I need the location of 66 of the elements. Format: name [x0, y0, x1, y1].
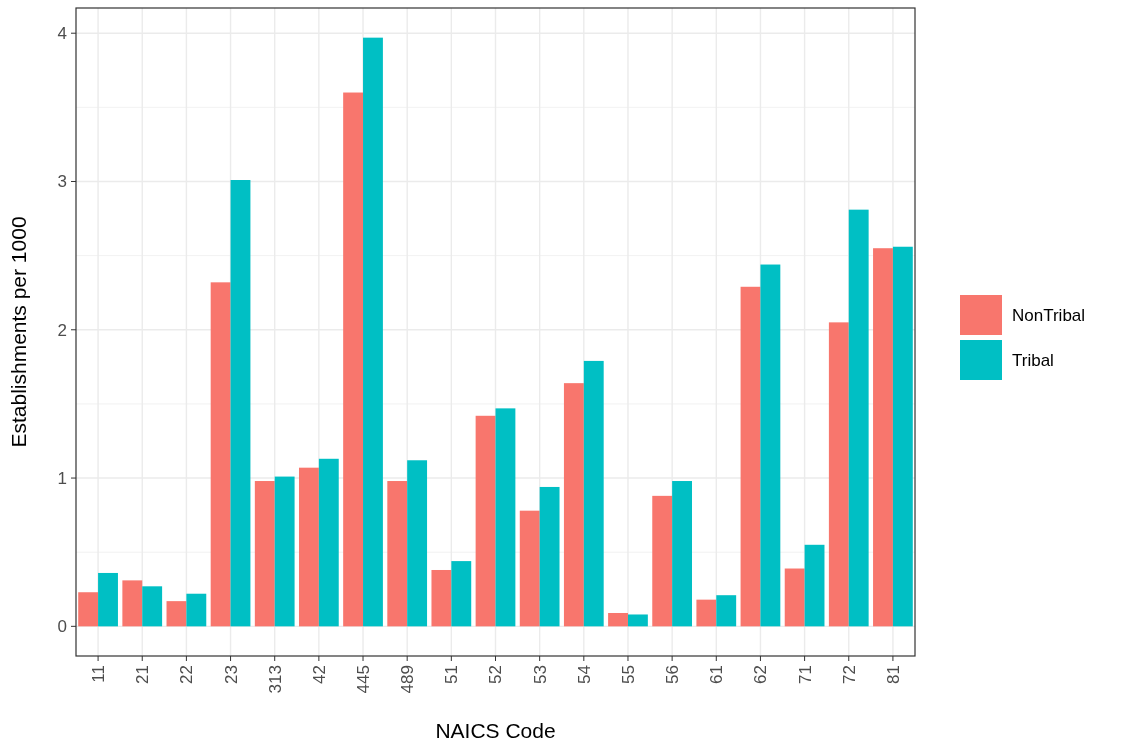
bar [142, 586, 163, 627]
x-tick-label: 21 [133, 665, 153, 684]
bar [254, 481, 275, 627]
bar [343, 92, 364, 627]
x-tick-label: 11 [89, 665, 109, 683]
bar [387, 481, 408, 627]
legend-label: NonTribal [1012, 305, 1086, 325]
y-tick-label: 3 [57, 172, 67, 192]
bar [784, 568, 805, 627]
bar [696, 599, 717, 627]
bar [583, 360, 604, 627]
y-tick-label: 4 [57, 24, 67, 44]
bar [608, 613, 628, 627]
x-axis-title: NAICS Code [435, 719, 556, 742]
x-tick-label: 53 [530, 665, 550, 684]
bar [740, 286, 761, 627]
bar [828, 322, 849, 627]
y-tick-label: 1 [57, 469, 67, 489]
bar [230, 180, 251, 627]
bar [98, 572, 118, 627]
bar [716, 595, 737, 627]
bar [495, 408, 516, 627]
x-tick-label: 81 [883, 665, 903, 684]
bar [299, 467, 319, 627]
y-tick-label: 0 [57, 617, 67, 637]
bar [539, 486, 560, 627]
x-tick-label: 55 [618, 665, 638, 684]
bar [652, 495, 673, 627]
y-axis-title: Establishments per 1000 [7, 216, 30, 448]
x-tick-label: 313 [265, 665, 285, 694]
bar [122, 580, 143, 627]
bar [873, 248, 893, 627]
bar [892, 246, 913, 627]
x-tick-label: 71 [795, 665, 815, 684]
x-tick-label: 42 [309, 665, 329, 684]
bar [318, 458, 339, 627]
bar [760, 264, 781, 627]
bar [431, 570, 452, 627]
x-tick-label: 54 [574, 665, 594, 684]
bar [627, 614, 648, 627]
bar [186, 593, 207, 627]
bar [672, 481, 692, 627]
x-tick-label: 51 [442, 665, 462, 684]
legend-label: Tribal [1012, 350, 1054, 370]
bar [78, 592, 99, 627]
x-tick-label: 62 [751, 665, 771, 684]
bar [804, 544, 825, 627]
bar [848, 209, 869, 627]
bar [363, 37, 383, 627]
bar [451, 561, 472, 627]
bar [519, 510, 540, 627]
x-tick-label: 489 [398, 665, 418, 694]
x-tick-label: 52 [486, 665, 506, 684]
bar [407, 460, 428, 627]
x-tick-label: 22 [177, 665, 197, 684]
x-tick-label: 23 [221, 665, 241, 684]
x-tick-label: 56 [663, 665, 683, 684]
x-tick-label: 445 [353, 665, 373, 694]
bar [210, 282, 231, 627]
x-tick-label: 72 [839, 665, 859, 684]
bar [563, 383, 584, 627]
bar [274, 476, 295, 627]
bar [166, 601, 187, 627]
y-tick-label: 2 [57, 320, 67, 340]
bar [475, 415, 496, 627]
x-tick-label: 61 [707, 665, 727, 684]
